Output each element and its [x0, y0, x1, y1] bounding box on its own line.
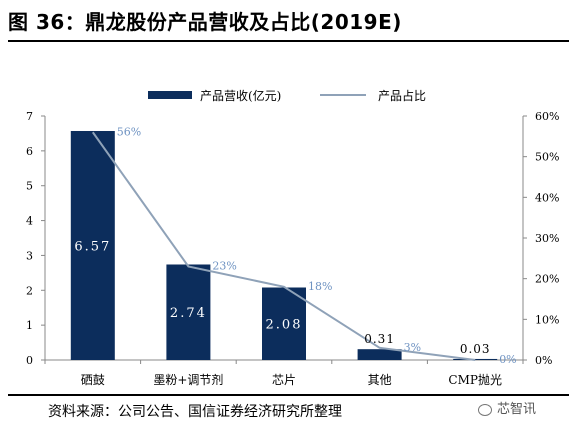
bar	[166, 264, 211, 360]
category-label: 硒鼓	[81, 373, 105, 387]
chart-legend: 产品营收(亿元) 产品占比	[148, 88, 426, 103]
bar	[357, 349, 402, 360]
source-note: 资料来源：公司公告、国信证券经济研究所整理	[48, 404, 342, 420]
left-tick-label: 1	[26, 319, 33, 332]
share-value-label: 3%	[404, 341, 421, 354]
share-value-label: 18%	[308, 280, 332, 293]
bar-value-label: 0.31	[364, 332, 395, 346]
source-rule	[8, 394, 569, 396]
title-rule	[8, 40, 569, 42]
share-line	[91, 131, 476, 361]
left-tick-label: 0	[26, 354, 33, 367]
bar	[70, 130, 115, 360]
chart-bars	[70, 130, 498, 360]
category-label: 墨粉+调节剂	[153, 372, 223, 387]
left-tick-label: 7	[26, 110, 33, 123]
right-tick-label: 50%	[535, 151, 559, 164]
left-tick-label: 4	[26, 215, 33, 228]
chart-labels: 6.57 2.74 2.08 0.31 0.03 56% 23% 18% 3% 0%	[74, 125, 516, 366]
legend-bar-label: 产品营收(亿元)	[200, 88, 281, 103]
left-tick-label: 3	[26, 249, 33, 262]
share-value-label: 0%	[499, 353, 516, 366]
figure-title: 图 36：鼎龙股份产品营收及占比(2019E)	[8, 10, 402, 34]
right-tick-label: 40%	[535, 191, 559, 204]
category-label: CMP抛光	[448, 372, 502, 387]
chart-axes: 0 1 2 3 4 5 6 7 0% 10% 20% 30% 40% 50% 60% 硒鼓 墨粉+调节剂 芯片 其他…	[26, 110, 559, 387]
share-value-label: 23%	[212, 259, 236, 272]
bar-value-label: 2.08	[266, 318, 303, 333]
watermark: 芯智讯	[478, 398, 536, 417]
left-tick-label: 2	[26, 284, 33, 297]
legend-line-label: 产品占比	[378, 88, 426, 103]
right-tick-label: 60%	[535, 110, 559, 123]
left-tick-label: 5	[26, 180, 33, 193]
right-tick-label: 30%	[535, 232, 559, 245]
chart-line	[91, 131, 476, 361]
watermark-text: 芯智讯	[497, 402, 537, 417]
right-tick-label: 0%	[535, 354, 552, 367]
bar	[262, 287, 306, 360]
category-label: 芯片	[272, 373, 296, 387]
wechat-icon	[478, 403, 492, 416]
category-label: 其他	[368, 373, 392, 387]
bar-value-label: 2.74	[170, 306, 207, 321]
right-tick-label: 10%	[535, 313, 559, 326]
bar-value-label: 0.03	[460, 342, 491, 356]
legend-bar-swatch	[148, 91, 192, 99]
share-value-label: 56%	[117, 125, 141, 138]
left-tick-label: 6	[26, 145, 33, 158]
right-tick-label: 20%	[535, 273, 559, 286]
bar-value-label: 6.57	[74, 239, 111, 254]
